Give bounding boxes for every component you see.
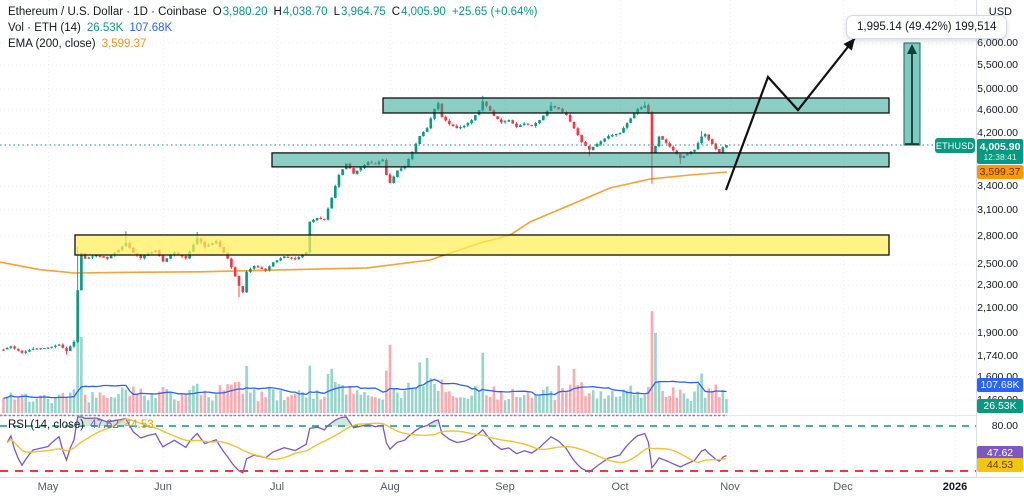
low-value: 3,964.75 — [340, 6, 386, 18]
time-axis-label: Jun — [154, 481, 172, 493]
last-price-badge: 4,005.90 12:38:41 — [977, 139, 1023, 164]
ema-price-badge: 3,599.37 — [977, 165, 1023, 180]
price-range-tooltip: 1,995.14 (49.42%) 199,514 — [846, 15, 1008, 39]
demand-zone-yellow — [74, 234, 890, 256]
rsi-ma-badge: 44.53 — [977, 458, 1023, 472]
time-axis-label: Sep — [495, 481, 515, 493]
rsi-badge: 47.62 — [977, 446, 1023, 460]
price-axis-tick: 1,740.00 — [977, 349, 1018, 362]
close-label: C — [391, 6, 401, 18]
rsi-value: 47.62 — [90, 419, 119, 431]
price-axis[interactable]: 6,000.00 5,500.00 5,000.00 4,600.00 4,200.00… — [976, 0, 1024, 477]
change-value: +25.65 (+0.64%) — [451, 6, 538, 18]
time-axis-label: 2026 — [942, 481, 968, 493]
legend-volume-row[interactable]: Vol · ETH (14) 26.53K 107.68K — [8, 22, 172, 34]
time-axis-label: Dec — [833, 481, 853, 493]
symbol-price-flag: ETHUSD — [935, 138, 975, 154]
volume-label: Vol · ETH (14) — [8, 22, 81, 34]
rsi-axis-tick: 80.00 — [991, 420, 1018, 432]
price-axis-tick: 5,500.00 — [977, 58, 1018, 71]
price-axis-tick: 1,900.00 — [977, 327, 1018, 340]
rsi-line — [6, 416, 727, 474]
volume-ma-line — [3, 378, 727, 399]
time-axis-label: May — [37, 481, 59, 493]
volume-current: 26.53K — [86, 22, 124, 34]
ema-value: 3,599.37 — [101, 38, 147, 50]
last-price-value: 4,005.90 — [979, 141, 1021, 154]
price-axis-tick: 4,600.00 — [977, 104, 1018, 117]
price-axis-tick: 2,800.00 — [977, 229, 1018, 242]
close-value: 4,005.90 — [401, 6, 446, 18]
time-axis-label: Nov — [720, 481, 740, 493]
price-axis-tick: 2,500.00 — [977, 258, 1018, 271]
legend-symbol-row[interactable]: Ethereum / U.S. Dollar · 1D · Coinbase O… — [8, 6, 538, 18]
time-axis-label: Oct — [611, 481, 629, 493]
rsi-ma-line — [6, 418, 727, 464]
open-value: 3,980.20 — [222, 6, 268, 18]
price-axis-tick: 2,100.00 — [977, 302, 1018, 315]
rsi-label: RSI (14, close) — [8, 419, 85, 431]
bar-countdown: 12:38:41 — [983, 152, 1017, 163]
time-axis-label: Aug — [380, 481, 400, 493]
symbol-title: Ethereum / U.S. Dollar · 1D · Coinbase — [8, 6, 207, 18]
price-axis-tick: 2,300.00 — [977, 279, 1018, 292]
axis-separator-vertical — [976, 0, 977, 477]
supply-zone-upper — [382, 97, 890, 114]
price-axis-tick: 6,000.00 — [977, 37, 1018, 49]
legend-rsi-row[interactable]: RSI (14, close) 47.62 44.53 — [8, 419, 154, 431]
high-label: H — [273, 6, 282, 18]
ema-label: EMA (200, close) — [8, 38, 96, 50]
low-label: L — [333, 6, 340, 18]
high-value: 4,038.70 — [282, 6, 328, 18]
open-label: O — [212, 6, 222, 18]
time-axis-label: Jul — [269, 481, 285, 493]
price-axis-tick: 4,200.00 — [977, 127, 1018, 140]
supply-zone-mid — [271, 152, 890, 168]
volume-ma-badge: 107.68K — [977, 378, 1023, 392]
trend-arrow — [724, 37, 856, 191]
legend-ema-row[interactable]: EMA (200, close) 3,599.37 — [8, 38, 146, 50]
axis-separator-horizontal — [0, 477, 1024, 478]
ema-200-line — [0, 171, 728, 274]
volume-ma: 107.68K — [129, 22, 173, 34]
price-axis-tick: 5,000.00 — [977, 83, 1018, 96]
price-axis-tick: 3,400.00 — [977, 180, 1018, 193]
volume-badge: 26.53K — [977, 399, 1023, 414]
price-axis-tick: 3,100.00 — [977, 203, 1018, 216]
time-axis[interactable]: May Jun Jul Aug Sep Oct Nov Dec 2026 — [0, 478, 1024, 497]
rsi-ma-value: 44.53 — [124, 419, 154, 431]
